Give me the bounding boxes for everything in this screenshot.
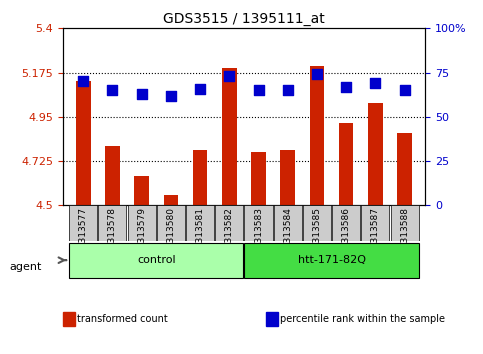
FancyBboxPatch shape (303, 205, 331, 241)
FancyBboxPatch shape (128, 205, 156, 241)
Title: GDS3515 / 1395111_at: GDS3515 / 1395111_at (163, 12, 325, 26)
Text: GSM313577: GSM313577 (79, 207, 88, 262)
Point (313, 72, 321, 77)
FancyBboxPatch shape (186, 205, 214, 241)
Bar (398, 132, 412, 205)
Text: GSM313586: GSM313586 (341, 207, 351, 262)
Bar (368, 103, 383, 205)
Bar (76, 81, 90, 205)
Point (371, 80, 379, 86)
Bar (281, 150, 295, 205)
FancyBboxPatch shape (244, 243, 419, 278)
Text: htt-171-82Q: htt-171-82Q (298, 255, 366, 265)
FancyBboxPatch shape (361, 205, 389, 241)
Point (284, 87, 292, 93)
Text: GSM313588: GSM313588 (400, 207, 409, 262)
Point (255, 87, 262, 93)
Text: GSM313580: GSM313580 (166, 207, 175, 262)
Text: GSM313585: GSM313585 (313, 207, 322, 262)
Point (226, 73, 233, 79)
Point (342, 84, 350, 90)
Point (109, 87, 116, 93)
Text: GSM313579: GSM313579 (137, 207, 146, 262)
Text: percentile rank within the sample: percentile rank within the sample (280, 314, 445, 324)
FancyBboxPatch shape (244, 205, 272, 241)
Text: GSM313582: GSM313582 (225, 207, 234, 262)
FancyBboxPatch shape (215, 205, 243, 241)
FancyBboxPatch shape (99, 205, 127, 241)
Bar (134, 176, 149, 205)
Text: agent: agent (10, 262, 42, 272)
FancyBboxPatch shape (157, 205, 185, 241)
Bar (193, 150, 207, 205)
FancyBboxPatch shape (69, 205, 97, 241)
Point (79, 79, 87, 84)
Bar (222, 68, 237, 205)
Text: GSM313587: GSM313587 (371, 207, 380, 262)
FancyBboxPatch shape (69, 243, 243, 278)
Text: GSM313583: GSM313583 (254, 207, 263, 262)
FancyBboxPatch shape (332, 205, 360, 241)
Point (138, 91, 145, 97)
Text: GSM313584: GSM313584 (283, 207, 292, 262)
Bar (339, 123, 354, 205)
Bar (164, 195, 178, 205)
Bar (105, 146, 120, 205)
Text: GSM313578: GSM313578 (108, 207, 117, 262)
Text: control: control (137, 255, 176, 265)
Text: transformed count: transformed count (77, 314, 168, 324)
FancyBboxPatch shape (391, 205, 419, 241)
Bar (251, 152, 266, 205)
Point (196, 86, 204, 91)
Text: GSM313581: GSM313581 (196, 207, 205, 262)
Point (401, 87, 409, 93)
Bar (310, 66, 324, 205)
FancyBboxPatch shape (274, 205, 302, 241)
Point (167, 93, 175, 98)
